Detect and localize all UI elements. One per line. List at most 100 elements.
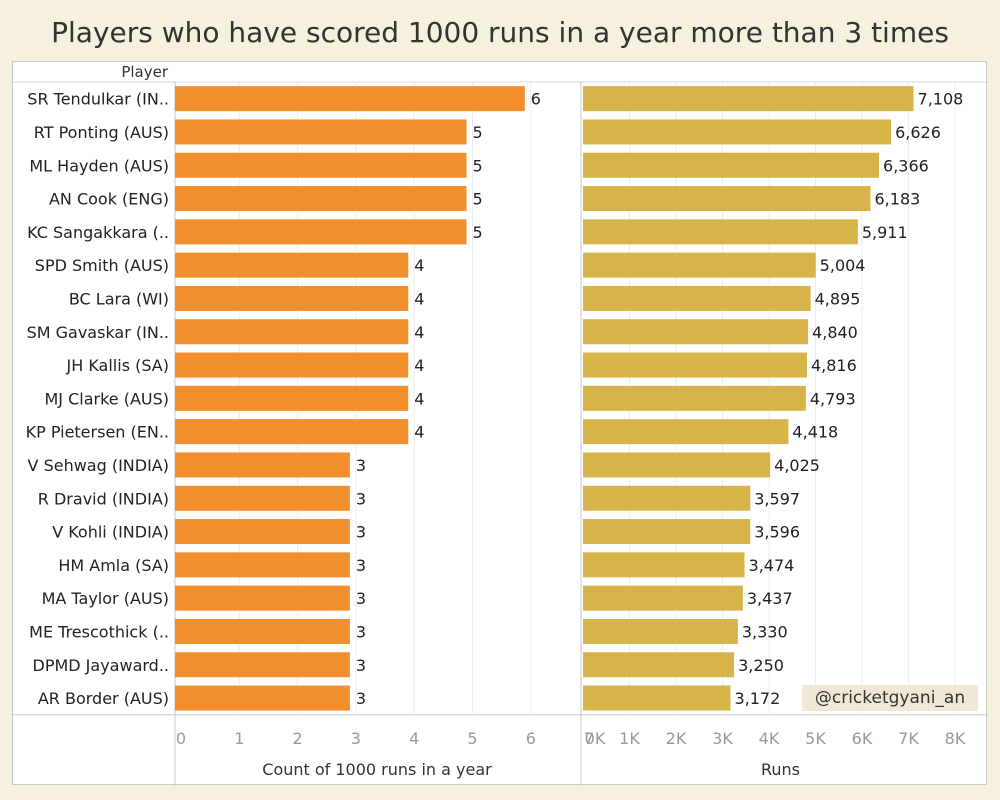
- count-data-label: 5: [473, 223, 483, 242]
- player-label: AN Cook (ENG): [49, 190, 169, 209]
- count-data-label: 4: [414, 289, 424, 308]
- count-bar: [175, 652, 350, 678]
- runs-data-label: 3,330: [742, 622, 788, 641]
- count-data-label: 5: [473, 190, 483, 209]
- player-label: DPMD Jayaward..: [33, 656, 170, 675]
- row-header-label: Player: [121, 63, 169, 81]
- count-data-label: 3: [356, 456, 366, 475]
- player-label: AR Border (AUS): [38, 689, 169, 708]
- count-bar: [175, 285, 409, 311]
- player-label: KC Sangakkara (..: [27, 223, 169, 242]
- count-data-label: 4: [414, 356, 424, 375]
- count-data-label: 6: [531, 90, 541, 109]
- count-data-label: 3: [356, 489, 366, 508]
- bar-chart: Player 0 1 2 3 4 5 6 70K 1K 2K 3K 4K 5K 6K 7K 8K Count of…: [13, 63, 988, 786]
- runs-tick-label: 6K: [852, 729, 873, 748]
- count-data-label: 3: [356, 622, 366, 641]
- player-label: KP Pietersen (EN..: [26, 423, 169, 442]
- runs-data-label: 3,597: [754, 489, 800, 508]
- count-data-label: 4: [414, 423, 424, 442]
- runs-data-label: 5,911: [862, 223, 908, 242]
- count-bar: [175, 219, 467, 245]
- runs-bar: [583, 485, 751, 511]
- count-bar: [175, 352, 409, 378]
- runs-bar: [583, 119, 892, 145]
- count-data-label: 4: [414, 323, 424, 342]
- chart-panel: Player 0 1 2 3 4 5 6 7 0K 1K 2K 3K 4K 5K 6K 7K 8K Count of…: [12, 61, 988, 786]
- count-data-label: 5: [473, 123, 483, 142]
- runs-bar: [583, 219, 858, 245]
- count-bar: [175, 86, 525, 112]
- runs-data-label: 6,626: [895, 123, 941, 142]
- player-label: MJ Clarke (AUS): [44, 389, 169, 408]
- count-data-label: 3: [356, 523, 366, 542]
- count-data-label: 4: [414, 389, 424, 408]
- runs-data-label: 3,437: [747, 589, 793, 608]
- player-label: SM Gavaskar (IN..: [27, 323, 169, 342]
- runs-data-label: 5,004: [820, 256, 866, 275]
- count-tick-label: 5: [467, 729, 477, 748]
- runs-data-label: 4,840: [812, 323, 858, 342]
- player-label: V Kohli (INDIA): [52, 523, 169, 542]
- player-label: MA Taylor (AUS): [42, 589, 169, 608]
- runs-bar: [583, 186, 871, 212]
- count-tick-label: 0: [176, 729, 186, 748]
- runs-tick-label: 8K: [945, 729, 966, 748]
- runs-data-label: 7,108: [918, 90, 964, 109]
- runs-bar: [583, 685, 731, 711]
- count-bar: [175, 252, 409, 278]
- runs-tick-label: 3K: [712, 729, 733, 748]
- runs-data-label: 4,895: [815, 289, 861, 308]
- runs-tick-label: 0K: [585, 729, 606, 748]
- player-label: R Dravid (INDIA): [38, 489, 169, 508]
- count-data-label: 4: [414, 256, 424, 275]
- count-bar: [175, 485, 350, 511]
- runs-tick-label: 4K: [759, 729, 780, 748]
- count-bar: [175, 186, 467, 212]
- count-bar: [175, 385, 409, 411]
- runs-data-label: 3,596: [754, 523, 800, 542]
- count-bar: [175, 585, 350, 611]
- credit-watermark: @cricketgyani_an: [802, 685, 978, 711]
- count-tick-label: 3: [351, 729, 361, 748]
- player-label: SPD Smith (AUS): [35, 256, 169, 275]
- player-label: BC Lara (WI): [69, 289, 169, 308]
- runs-data-label: 3,250: [738, 656, 784, 675]
- count-data-label: 3: [356, 689, 366, 708]
- runs-bar: [583, 618, 738, 644]
- count-tick-label: 7: [584, 729, 594, 748]
- count-bar: [175, 519, 350, 545]
- player-label: RT Ponting (AUS): [34, 123, 169, 142]
- count-data-label: 3: [356, 656, 366, 675]
- runs-bar: [583, 452, 771, 478]
- count-bar: [175, 119, 467, 145]
- runs-tick-label: 5K: [805, 729, 826, 748]
- runs-bar: [583, 352, 807, 378]
- runs-tick-label: 1K: [619, 729, 640, 748]
- runs-bar: [583, 552, 745, 578]
- runs-bar: [583, 319, 809, 345]
- runs-data-label: 4,793: [810, 389, 856, 408]
- count-data-label: 3: [356, 589, 366, 608]
- runs-data-label: 6,366: [883, 156, 929, 175]
- runs-data-label: 4,418: [792, 423, 838, 442]
- runs-data-label: 3,172: [734, 689, 780, 708]
- player-label: ME Trescothick (..: [29, 622, 169, 641]
- count-bar: [175, 152, 467, 178]
- runs-bar: [583, 152, 880, 178]
- runs-data-label: 6,183: [875, 190, 921, 209]
- count-bar: [175, 319, 409, 345]
- player-label: SR Tendulkar (IN..: [27, 90, 169, 109]
- player-label: HM Amla (SA): [58, 556, 169, 575]
- player-label: JH Kallis (SA): [66, 356, 170, 375]
- runs-data-label: 3,474: [749, 556, 795, 575]
- count-bar: [175, 552, 350, 578]
- runs-tick-label: 2K: [666, 729, 687, 748]
- runs-bar: [583, 252, 816, 278]
- runs-tick-label: 7K: [898, 729, 919, 748]
- count-tick-label: 6: [526, 729, 536, 748]
- count-data-label: 3: [356, 556, 366, 575]
- count-axis-title: Count of 1000 runs in a year: [262, 760, 492, 779]
- chart-title: Players who have scored 1000 runs in a y…: [51, 16, 949, 49]
- count-tick-label: 2: [293, 729, 303, 748]
